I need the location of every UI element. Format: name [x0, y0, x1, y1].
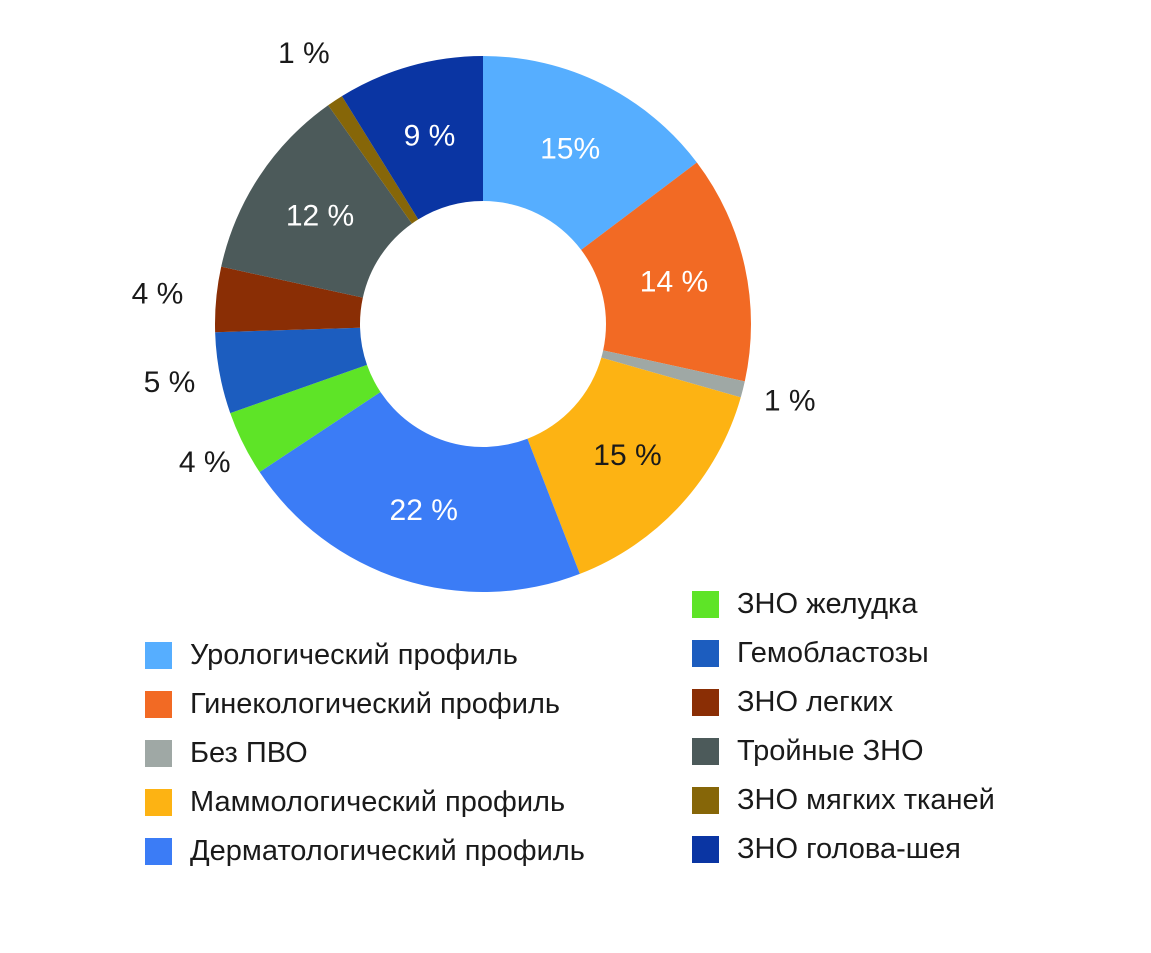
legend-swatch	[145, 691, 172, 718]
legend-label: Тройные ЗНО	[737, 735, 924, 768]
legend-item: ЗНО мягких тканей	[692, 776, 995, 825]
slice-label-7: 5 %	[144, 366, 196, 399]
slice-label-9: 12 %	[286, 200, 354, 233]
legend-label: Гемобластозы	[737, 637, 929, 670]
slice-label-5: 22 %	[390, 494, 458, 527]
legend-label: ЗНО легких	[737, 686, 893, 719]
legend-label: ЗНО желудка	[737, 588, 917, 621]
legend-swatch	[145, 838, 172, 865]
legend-label: Урологический профиль	[190, 639, 518, 672]
legend-item: Дерматологический профиль	[145, 827, 585, 876]
legend-item: Урологический профиль	[145, 631, 585, 680]
legend-swatch	[692, 787, 719, 814]
legend-item: ЗНО желудка	[692, 580, 995, 629]
legend-right: ЗНО желудка Гемобластозы ЗНО легких Тройные…	[692, 580, 995, 874]
slice-label-8: 4 %	[132, 277, 184, 310]
legend-swatch	[145, 740, 172, 767]
legend-swatch	[145, 789, 172, 816]
legend-label: Маммологический профиль	[190, 786, 565, 819]
legend-label: ЗНО голова-шея	[737, 833, 961, 866]
legend-label: Без ПВО	[190, 737, 308, 770]
legend-item: Маммологический профиль	[145, 778, 585, 827]
slice-label-2: 14 %	[640, 266, 708, 299]
legend-item: Гинекологический профиль	[145, 680, 585, 729]
legend-item: ЗНО легких	[692, 678, 995, 727]
legend-item: ЗНО голова-шея	[692, 825, 995, 874]
legend-label: Дерматологический профиль	[190, 835, 585, 868]
slice-label-11: 9 %	[404, 119, 456, 152]
legend-item: Без ПВО	[145, 729, 585, 778]
legend-swatch	[692, 738, 719, 765]
legend-label: Гинекологический профиль	[190, 688, 560, 721]
slice-label-4: 15 %	[593, 439, 661, 472]
legend-swatch	[692, 640, 719, 667]
legend-swatch	[692, 836, 719, 863]
legend-item: Тройные ЗНО	[692, 727, 995, 776]
slice-label-3: 1 %	[764, 385, 816, 418]
slice-label-1: 15%	[540, 132, 600, 165]
legend-swatch	[692, 689, 719, 716]
slice-label-10: 1 %	[278, 37, 330, 70]
slice-label-6: 4 %	[179, 446, 231, 479]
legend-label: ЗНО мягких тканей	[737, 784, 995, 817]
legend-item: Гемобластозы	[692, 629, 995, 678]
legend-swatch	[692, 591, 719, 618]
legend-swatch	[145, 642, 172, 669]
legend-left: Урологический профиль Гинекологический пр…	[145, 631, 585, 876]
